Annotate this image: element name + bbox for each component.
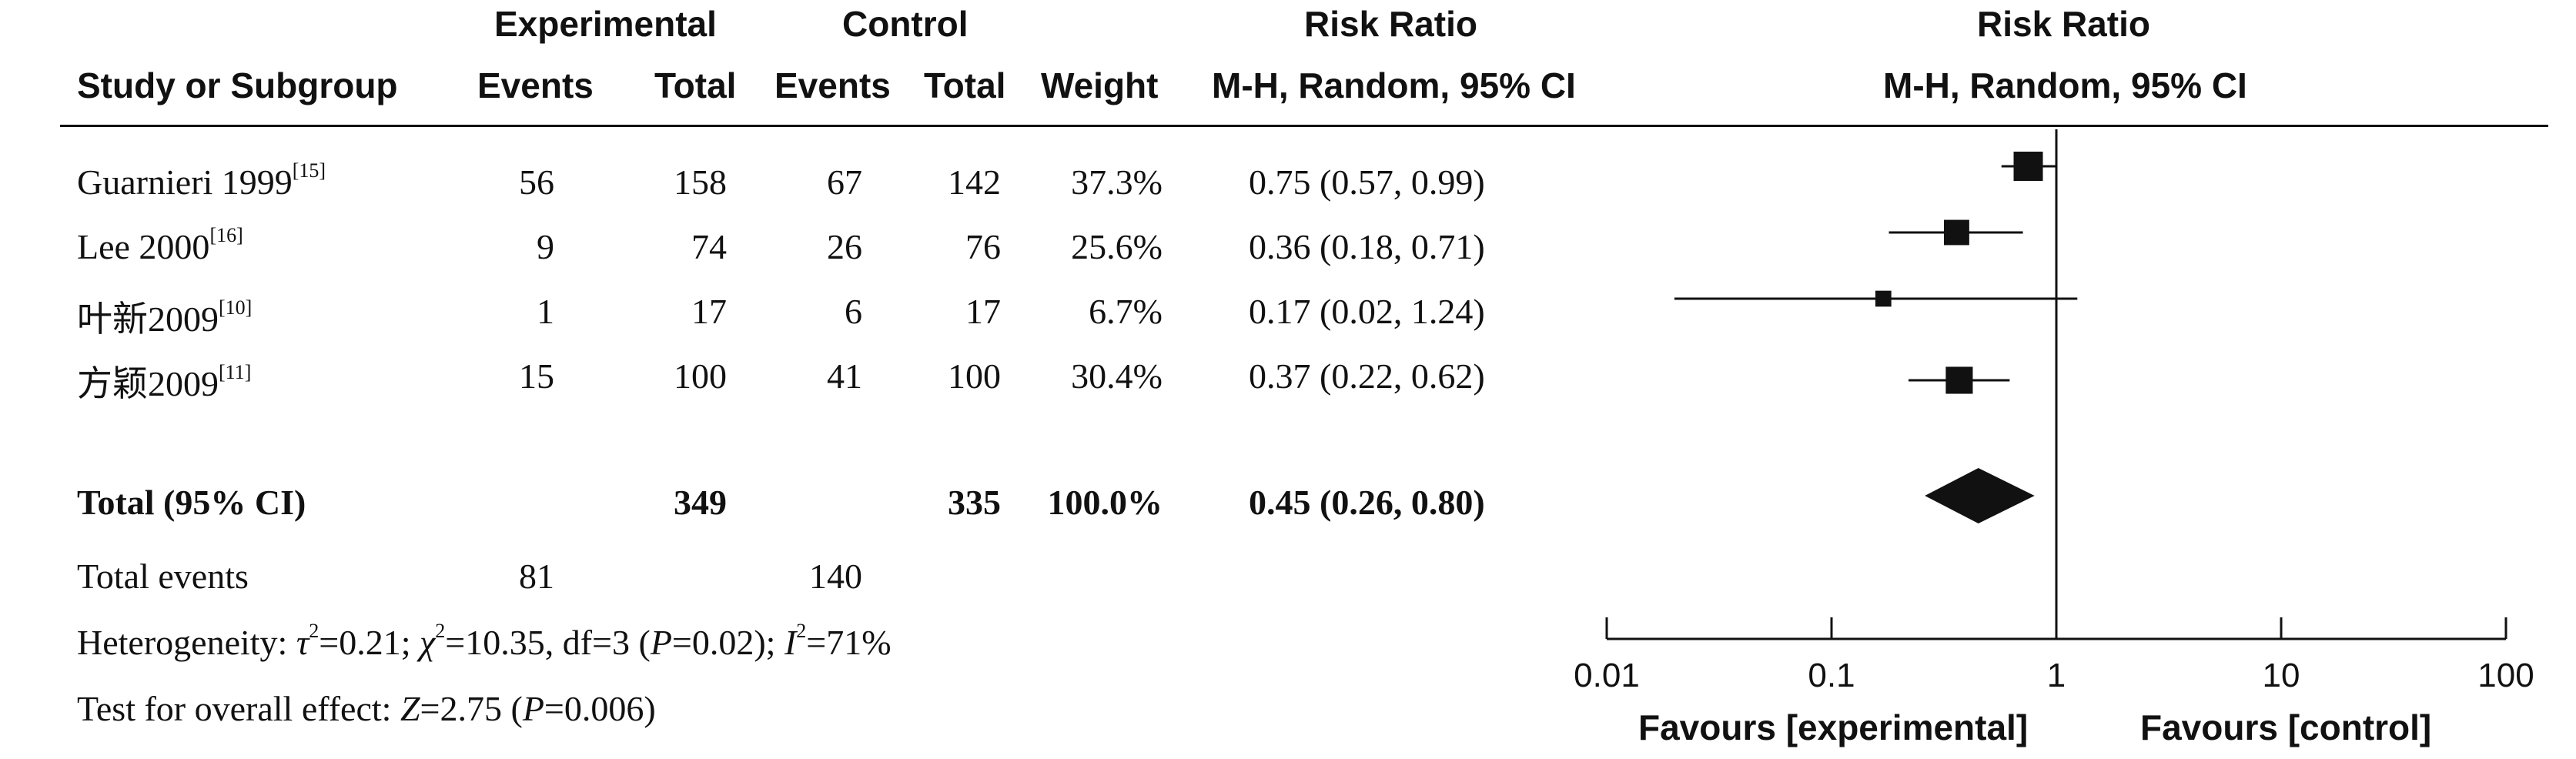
- header-weight: Weight: [1041, 65, 1159, 105]
- overall-effect-text: Test for overall effect: Z=2.75 (P=0.006…: [77, 689, 656, 728]
- study-point-estimate: [2013, 152, 2043, 181]
- ctl-events: 41: [827, 356, 862, 396]
- header-risk-ratio: Risk Ratio: [1304, 4, 1477, 44]
- x-tick-label: 0.1: [1808, 657, 1855, 694]
- favours-control: Favours [control]: [2140, 707, 2432, 747]
- total-ctl-total: 335: [948, 483, 1001, 522]
- exp-events: 1: [537, 292, 554, 331]
- ci-text: 0.37 (0.22, 0.62): [1249, 356, 1485, 396]
- study-name: 叶新2009[10]: [77, 296, 253, 339]
- exp-events: 56: [519, 162, 554, 202]
- exp-total: 100: [674, 356, 727, 396]
- pooled-diamond: [1925, 468, 2035, 523]
- exp-total: 17: [691, 292, 727, 331]
- total-weight: 100.0%: [1047, 483, 1163, 522]
- total-label: Total (95% CI): [77, 483, 306, 522]
- x-tick-label: 10: [2263, 657, 2300, 694]
- study-point-estimate: [1875, 290, 1892, 307]
- header-exp-total: Total: [654, 65, 737, 105]
- favours-experimental: Favours [experimental]: [1638, 707, 2029, 747]
- plot-header-method: M-H, Random, 95% CI: [1883, 65, 2247, 105]
- study-name: Lee 2000[16]: [77, 224, 243, 267]
- study-name: Guarnieri 1999[15]: [77, 159, 326, 202]
- plot-header-risk-ratio: Risk Ratio: [1977, 4, 2150, 44]
- ctl-total: 76: [965, 227, 1001, 266]
- header-study: Study or Subgroup: [77, 65, 398, 105]
- ctl-total: 100: [948, 356, 1001, 396]
- header-ctl-events: Events: [774, 65, 891, 105]
- weight: 6.7%: [1089, 292, 1163, 331]
- total-events-label: Total events: [77, 557, 249, 596]
- header-method: M-H, Random, 95% CI: [1212, 65, 1576, 105]
- header-exp-events: Events: [477, 65, 594, 105]
- ctl-total: 142: [948, 162, 1001, 202]
- header-control: Control: [842, 4, 969, 44]
- weight: 30.4%: [1071, 356, 1163, 396]
- study-point-estimate: [1945, 366, 1973, 394]
- x-tick-label: 1: [2047, 657, 2066, 694]
- exp-total: 158: [674, 162, 727, 202]
- total-events-exp: 81: [519, 557, 554, 596]
- exp-events: 9: [537, 227, 554, 266]
- x-tick-label: 0.01: [1574, 657, 1640, 694]
- header-ctl-total: Total: [924, 65, 1006, 105]
- header-experimental: Experimental: [494, 4, 717, 44]
- weight: 25.6%: [1071, 227, 1163, 266]
- exp-total: 74: [691, 227, 727, 266]
- ci-text: 0.17 (0.02, 1.24): [1249, 292, 1485, 331]
- total-events-ctl: 140: [809, 557, 862, 596]
- exp-events: 15: [519, 356, 554, 396]
- header-rule: [60, 125, 2548, 127]
- ctl-events: 26: [827, 227, 862, 266]
- ctl-events: 67: [827, 162, 862, 202]
- total-exp-total: 349: [674, 483, 727, 522]
- ctl-events: 6: [845, 292, 862, 331]
- x-tick-label: 100: [2477, 657, 2534, 694]
- ci-text: 0.75 (0.57, 0.99): [1249, 162, 1485, 202]
- ci-text: 0.36 (0.18, 0.71): [1249, 227, 1485, 266]
- study-name: 方颖2009[11]: [77, 361, 252, 404]
- heterogeneity-text: Heterogeneity: τ2=0.21; χ2=10.35, df=3 (…: [77, 620, 892, 663]
- total-ci-text: 0.45 (0.26, 0.80): [1249, 483, 1485, 522]
- weight: 37.3%: [1071, 162, 1163, 202]
- ctl-total: 17: [965, 292, 1001, 331]
- study-point-estimate: [1944, 219, 1969, 246]
